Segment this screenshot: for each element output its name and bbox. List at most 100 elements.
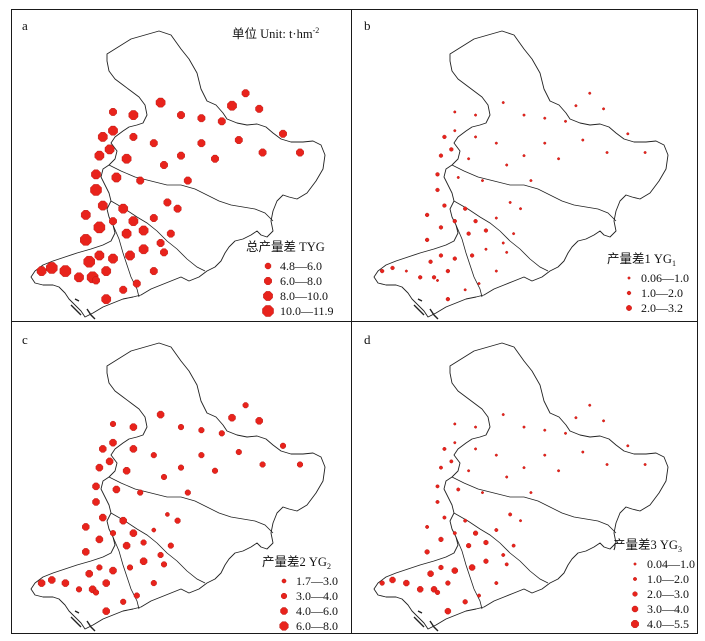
panel-b-points [380,91,647,302]
station-point [494,141,498,145]
station-point [522,425,526,429]
station-point [121,228,132,239]
legend-label: 6.0—8.0 [296,619,338,633]
legend-label: 2.0—3.0 [647,587,689,601]
panel-b-legend: 产量差1 YG1 0.06—1.01.0—2.02.0—3.2 [607,252,689,315]
station-point [129,133,138,141]
station-point [118,203,129,214]
station-point [97,200,108,211]
station-point [119,285,128,294]
station-point [425,237,430,242]
station-point [466,231,471,236]
station-point [466,543,472,549]
station-point [82,548,90,556]
station-point [228,414,236,422]
station-point [120,598,127,605]
station-point [389,576,396,584]
station-point [109,108,117,116]
station-point [255,104,264,113]
station-point [178,424,184,431]
station-point [574,416,578,420]
station-point [417,586,424,593]
station-point [133,592,140,599]
panel-c-points [37,402,303,615]
station-point [37,579,46,587]
station-point [94,250,105,261]
station-point [211,154,219,163]
station-point [129,529,138,537]
legend-symbol [264,277,272,285]
station-point [436,279,439,282]
station-point [139,557,148,565]
station-point [160,161,168,169]
station-point [564,119,567,123]
station-point [128,110,139,120]
station-point [501,241,505,245]
station-point [473,530,479,536]
station-point [150,452,157,459]
station-point [438,225,444,230]
station-point [543,428,547,432]
panel-a-legend: 总产量差 TYG 4.8—6.06.0—8.08.0—10.010.0—11.9 [246,240,334,318]
panel-d-label: d [364,332,371,347]
station-point [132,279,141,288]
station-point [602,107,605,111]
station-point [109,217,117,226]
station-point [473,219,478,224]
station-point [101,294,112,304]
station-point [156,410,165,419]
station-point [157,552,164,558]
station-point [112,485,121,494]
legend-symbol [633,562,637,566]
station-point [451,567,458,574]
station-point [424,549,430,555]
station-point [101,266,112,276]
station-point [91,169,101,180]
station-point [137,489,144,496]
panel-c-legend: 产量差2 YG2 1.7—3.03.0—4.04.0—6.06.0—8.0 [262,555,338,633]
station-point [102,579,110,587]
station-point [435,484,440,489]
station-point [92,276,100,285]
station-point [109,438,117,447]
station-point [296,148,304,157]
station-point [83,255,95,268]
station-point [519,207,522,211]
legend-label: 6.0—8.0 [280,274,322,288]
station-point [508,512,513,517]
legend-label: 3.0—4.0 [296,589,338,603]
station-point [59,265,72,277]
legend-symbol [631,605,639,613]
station-point [217,117,226,126]
station-point [425,212,430,217]
legend-title: 产量差2 YG2 [262,555,331,571]
station-point [434,589,441,595]
station-point [149,139,158,148]
station-point [94,150,105,161]
legend-label: 4.8—6.0 [280,259,322,273]
station-point [127,564,133,571]
station-point [445,580,451,586]
station-point [151,527,157,533]
station-point [197,114,206,123]
station-point [605,151,609,154]
station-point [477,593,481,598]
station-point [438,564,444,570]
station-point [463,288,467,292]
station-point [427,570,434,577]
station-point [161,474,167,480]
legend-title: 产量差3 YG3 [613,538,682,554]
station-point [110,530,116,537]
station-point [129,445,138,453]
station-point [508,201,512,204]
legend-label: 4.0—5.5 [647,617,689,631]
station-point [588,91,592,95]
legend-symbol [626,290,632,296]
panel-c-map [30,342,326,632]
station-point [484,247,488,251]
station-point [522,154,526,158]
station-point [529,491,533,494]
legend-symbol [631,620,639,628]
station-point [453,441,457,445]
